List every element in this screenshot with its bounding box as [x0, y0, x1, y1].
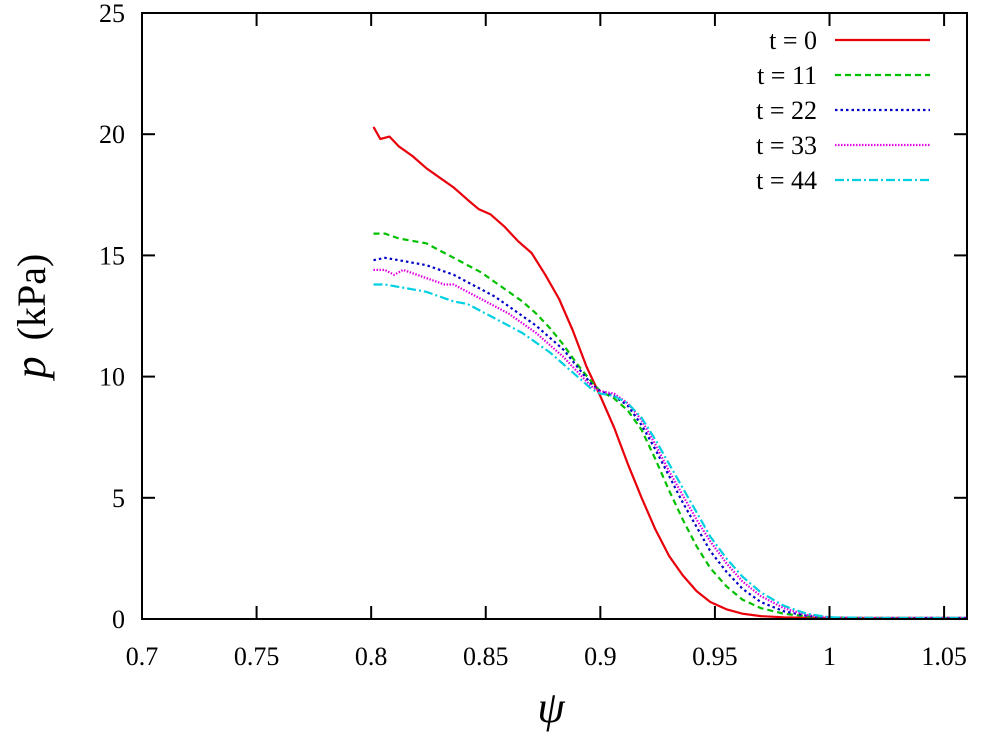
- legend-label: t = 22: [756, 96, 817, 125]
- series-line-t-33: [373, 268, 967, 620]
- svg-text:p(kPa): p (kPa): [6, 254, 55, 382]
- y-axis-label-unit: (kPa): [9, 254, 54, 341]
- y-tick-label: 15: [99, 241, 125, 270]
- y-tick-label: 20: [99, 120, 125, 149]
- series-layer: [372, 126, 967, 620]
- x-tick-label: 0.8: [355, 642, 388, 671]
- x-tick-label: 0.95: [692, 642, 738, 671]
- y-tick-label: 10: [99, 363, 125, 392]
- legend-label: t = 0: [769, 26, 817, 55]
- x-tick-label: 0.9: [584, 642, 617, 671]
- x-tick-label: 0.85: [463, 642, 509, 671]
- x-tick-label: 1: [823, 642, 836, 671]
- legend-label: t = 44: [756, 166, 817, 195]
- plot-frame: [141, 12, 968, 620]
- series-line-t-44: [373, 283, 967, 620]
- legend-label: t = 11: [757, 61, 817, 90]
- series-line-t-11: [373, 232, 967, 620]
- x-tick-label: 0.75: [234, 642, 280, 671]
- series-line-t-22: [373, 256, 967, 620]
- y-tick-label: 25: [99, 0, 125, 28]
- x-tick-label: 1.05: [921, 642, 967, 671]
- x-axis-label: ψ: [537, 683, 565, 732]
- y-axis-label: p (kPa): [6, 254, 55, 382]
- y-axis-label-symbol: p: [6, 356, 55, 381]
- x-tick-label: 0.7: [126, 642, 159, 671]
- legend: t = 0 t = 11 t = 22 t = 33 t = 44: [756, 26, 930, 195]
- y-tick-label: 0: [112, 605, 125, 634]
- ticks-layer: 0.7 0.75 0.8 0.85 0.9 0.95 1 1.05 0 5 10 15 20 25: [99, 0, 967, 671]
- series-line-t-0: [372, 126, 967, 620]
- legend-label: t = 33: [756, 131, 817, 160]
- y-tick-label: 5: [112, 484, 125, 513]
